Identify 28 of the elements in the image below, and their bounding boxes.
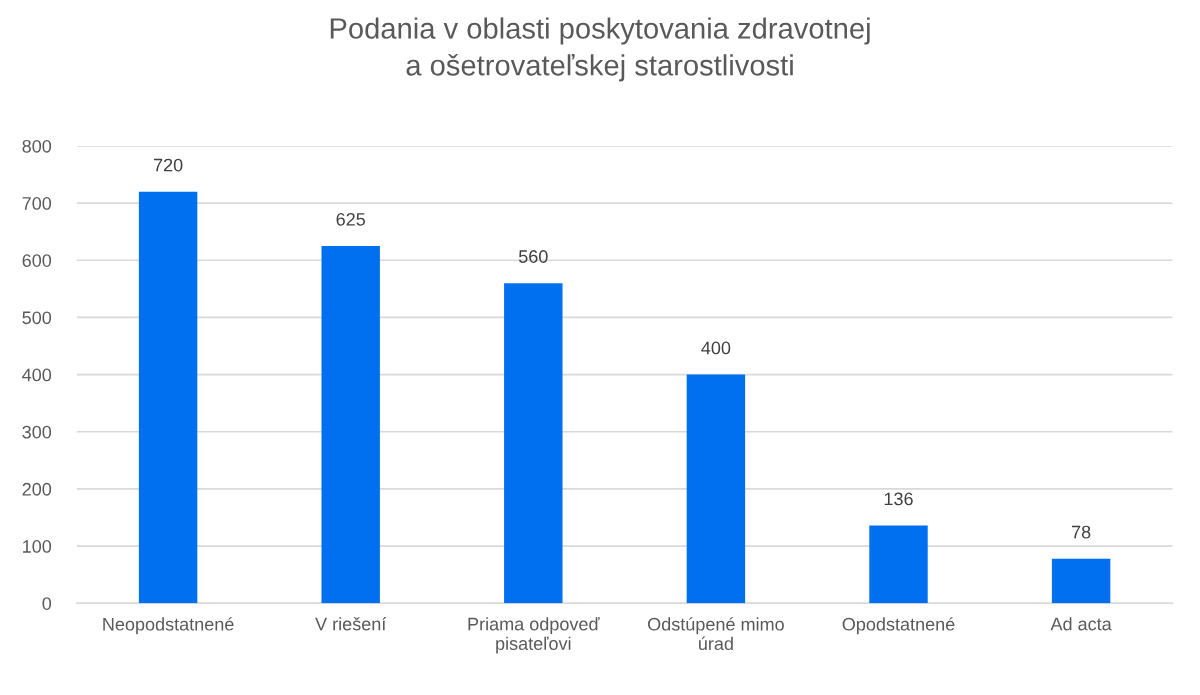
x-tick-label: Neopodstatnené xyxy=(103,617,234,635)
y-tick-label: 600 xyxy=(22,254,52,267)
data-label: 400 xyxy=(701,341,731,355)
bar xyxy=(1051,558,1111,604)
y-tick-label: 400 xyxy=(22,368,52,382)
data-label: 625 xyxy=(336,212,366,226)
x-tick-label: Priama odpoveď pisateľovi xyxy=(468,617,600,654)
y-tick-label: 800 xyxy=(22,139,52,153)
chart-title: Podania v oblasti poskytovania zdravotnej a ošetrovateľskej starostlivosti xyxy=(330,17,870,82)
bar xyxy=(686,374,746,604)
y-tick-label: 200 xyxy=(22,482,52,496)
data-label: 136 xyxy=(884,492,913,506)
bar xyxy=(504,283,563,604)
y-tick-label: 0 xyxy=(42,597,52,610)
x-tick-label: V riešení xyxy=(315,616,387,631)
y-tick-label: 700 xyxy=(22,197,52,210)
y-tick-label: 100 xyxy=(23,540,52,553)
y-tick-label: 300 xyxy=(22,425,52,439)
x-tick-label: Opodstatnené xyxy=(842,617,955,635)
y-tick-label: 500 xyxy=(22,311,52,325)
bar xyxy=(138,191,198,604)
bar xyxy=(321,245,380,604)
data-label: 560 xyxy=(518,250,548,263)
x-tick-label: Ad acta xyxy=(1050,617,1112,631)
data-label: 720 xyxy=(153,158,183,172)
data-label: 78 xyxy=(1071,525,1091,539)
bar xyxy=(869,525,928,604)
x-tick-label: Odstúpené mimo úrad xyxy=(648,617,784,651)
